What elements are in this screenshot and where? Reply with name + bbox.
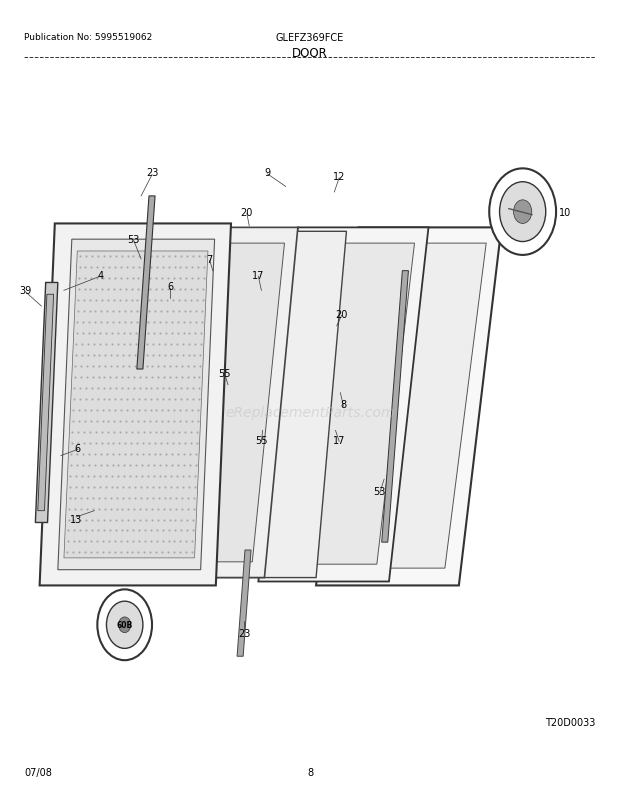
Polygon shape xyxy=(259,228,428,581)
Polygon shape xyxy=(38,295,53,511)
Text: 4: 4 xyxy=(97,270,104,280)
Polygon shape xyxy=(137,196,155,370)
Circle shape xyxy=(118,618,131,633)
Text: 53: 53 xyxy=(374,486,386,496)
Polygon shape xyxy=(64,252,208,558)
Text: 12: 12 xyxy=(333,172,345,182)
Text: 60B: 60B xyxy=(117,621,133,630)
Polygon shape xyxy=(237,550,251,656)
Polygon shape xyxy=(58,240,215,570)
Polygon shape xyxy=(213,232,347,577)
Text: 55: 55 xyxy=(219,368,231,379)
Text: 8: 8 xyxy=(307,767,313,776)
Circle shape xyxy=(500,183,546,242)
Polygon shape xyxy=(316,228,502,585)
Text: 20: 20 xyxy=(335,310,348,319)
Text: eReplacementParts.com: eReplacementParts.com xyxy=(225,406,395,419)
Text: 6: 6 xyxy=(75,444,81,453)
Circle shape xyxy=(513,200,532,224)
Text: 20: 20 xyxy=(241,208,253,217)
Polygon shape xyxy=(155,228,298,577)
Text: 23: 23 xyxy=(146,168,158,178)
Circle shape xyxy=(489,169,556,256)
Text: 17: 17 xyxy=(252,270,265,280)
Text: T20D0033: T20D0033 xyxy=(545,717,596,727)
Circle shape xyxy=(107,602,143,649)
Polygon shape xyxy=(169,244,285,562)
Text: 17: 17 xyxy=(333,435,345,445)
Text: 39: 39 xyxy=(19,286,32,296)
Text: DOOR: DOOR xyxy=(292,47,328,60)
Text: 07/08: 07/08 xyxy=(24,767,52,776)
Text: 7: 7 xyxy=(206,254,213,265)
Polygon shape xyxy=(382,271,409,542)
Text: 9: 9 xyxy=(264,168,270,178)
Text: 53: 53 xyxy=(128,235,140,245)
Text: 23: 23 xyxy=(238,628,250,638)
Polygon shape xyxy=(272,244,415,565)
Polygon shape xyxy=(40,224,231,585)
Text: 55: 55 xyxy=(255,435,268,445)
Circle shape xyxy=(97,589,152,660)
Text: 8: 8 xyxy=(340,400,347,410)
Text: GLEFZ369FCE: GLEFZ369FCE xyxy=(276,33,344,43)
Text: 6: 6 xyxy=(167,282,174,292)
Polygon shape xyxy=(331,244,486,569)
Text: 10: 10 xyxy=(559,208,571,217)
Polygon shape xyxy=(35,283,58,523)
Text: 13: 13 xyxy=(70,514,82,524)
Text: Publication No: 5995519062: Publication No: 5995519062 xyxy=(24,33,153,43)
